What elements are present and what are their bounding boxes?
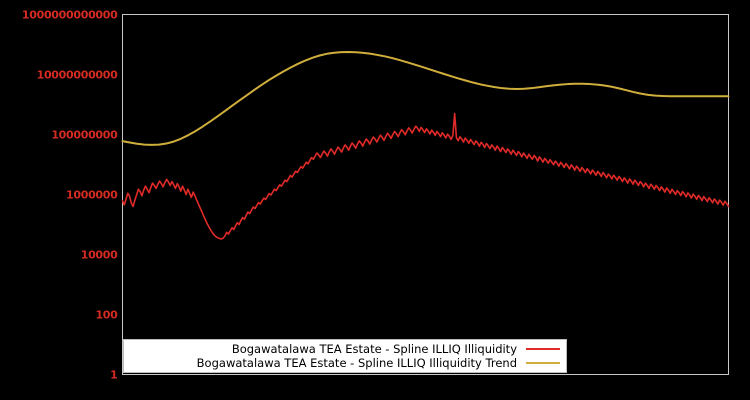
legend-color-swatch [526, 348, 560, 350]
legend-label: Bogawatalawa TEA Estate - Spline ILLIQ I… [196, 356, 517, 370]
legend-item[interactable]: Bogawatalawa TEA Estate - Spline ILLIQ I… [130, 356, 560, 370]
plot-area-frame [122, 14, 729, 375]
y-axis-tick-label: 1000000 [66, 188, 118, 201]
y-axis-tick-label: 100 [95, 308, 118, 321]
legend-color-swatch [526, 362, 560, 364]
y-axis-tick-label: 10000000000 [36, 68, 118, 81]
series-line [121, 112, 730, 240]
legend-item[interactable]: Bogawatalawa TEA Estate - Spline ILLIQ I… [130, 342, 560, 356]
y-axis-tick-label: 1000000000000 [21, 8, 118, 21]
y-axis-tick-label: 10000 [80, 248, 118, 261]
series-layer [121, 51, 730, 240]
chart-legend[interactable]: Bogawatalawa TEA Estate - Spline ILLIQ I… [123, 339, 567, 373]
y-axis-tick-label: 100000000 [51, 128, 118, 141]
legend-label: Bogawatalawa TEA Estate - Spline ILLIQ I… [231, 342, 517, 356]
y-axis-tick-label: 1 [110, 368, 118, 381]
series-line [121, 51, 730, 146]
